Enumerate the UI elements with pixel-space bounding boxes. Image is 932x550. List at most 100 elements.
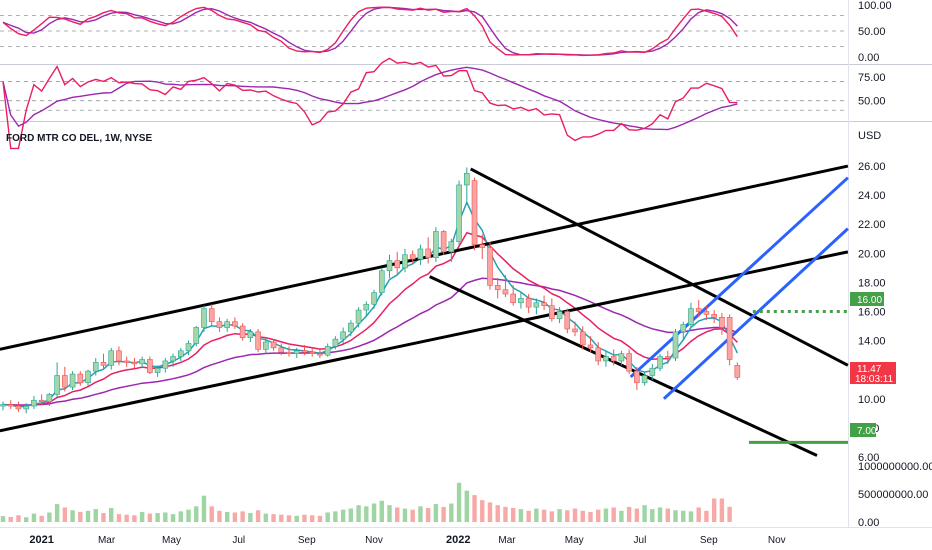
price-tick-label: 18.00 bbox=[858, 277, 886, 289]
candle-body bbox=[471, 180, 478, 245]
candle-body bbox=[131, 362, 138, 365]
candle-body bbox=[525, 298, 532, 308]
time-axis-label: Jul bbox=[634, 535, 647, 546]
candle-body bbox=[263, 341, 269, 350]
candle-body bbox=[688, 308, 694, 325]
volume-bar bbox=[178, 511, 183, 522]
volume-bar bbox=[348, 508, 354, 522]
candle-body bbox=[170, 356, 176, 362]
uptrend-lower-line bbox=[662, 227, 849, 400]
candle-body bbox=[494, 285, 501, 290]
candle-body bbox=[224, 321, 230, 328]
candle-body bbox=[734, 365, 741, 378]
volume-bar bbox=[704, 510, 709, 522]
candle-body bbox=[154, 367, 161, 373]
volume-bar bbox=[240, 511, 245, 522]
volume-bar bbox=[170, 514, 176, 522]
candle-body bbox=[417, 248, 424, 260]
volume-tick-label: 0.00 bbox=[858, 517, 879, 529]
candle-body bbox=[100, 362, 107, 366]
volume-bar bbox=[418, 506, 423, 522]
volume-bar bbox=[673, 510, 678, 522]
stochastic-k-line bbox=[2, 6, 738, 57]
volume-bar bbox=[603, 508, 609, 522]
volume-bar bbox=[518, 509, 524, 522]
candle-body bbox=[69, 373, 76, 388]
candle-body bbox=[332, 338, 339, 347]
volume-bar bbox=[155, 513, 160, 522]
volume-bar bbox=[495, 505, 500, 522]
candle-body bbox=[726, 317, 733, 360]
time-axis-label: May bbox=[162, 535, 181, 546]
volume-bar bbox=[665, 508, 670, 522]
candle-body bbox=[348, 322, 354, 333]
candle-body bbox=[355, 309, 362, 324]
volume-bar bbox=[503, 506, 508, 522]
candle-body bbox=[340, 331, 346, 340]
target-down-badge-text: 7.00 bbox=[857, 426, 877, 437]
candle-body bbox=[216, 321, 223, 328]
volume-bar bbox=[549, 511, 555, 522]
target-up-badge-bg bbox=[850, 292, 884, 306]
candle-body bbox=[54, 375, 60, 395]
candle-body bbox=[541, 302, 547, 306]
candle-body bbox=[371, 292, 377, 305]
indicator-2-pane: 75.00 50.00 bbox=[0, 72, 886, 111]
candle-body bbox=[456, 184, 462, 242]
volume-bar bbox=[565, 510, 570, 522]
downtrend-upper-line bbox=[469, 167, 849, 367]
candle-body bbox=[38, 399, 45, 402]
candle-body bbox=[587, 344, 594, 349]
candle-body bbox=[657, 356, 663, 369]
candle-body bbox=[309, 351, 316, 354]
volume-bar bbox=[557, 509, 562, 522]
volume-bar bbox=[186, 509, 191, 522]
volume-bar bbox=[93, 509, 98, 522]
volume-bar bbox=[472, 495, 477, 522]
volume-bar bbox=[147, 513, 153, 522]
candle-body bbox=[31, 399, 37, 407]
volume-bar bbox=[588, 511, 593, 522]
volume-tick-label: 1000000000.00 bbox=[858, 461, 932, 473]
countdown-text: 18:03:11 bbox=[855, 374, 894, 385]
volume-bar bbox=[224, 511, 230, 522]
last-price-badge: 11.47 18:03:11 bbox=[850, 362, 896, 385]
volume-bar bbox=[217, 510, 222, 522]
candle-body bbox=[201, 308, 207, 328]
volume-bar bbox=[248, 513, 253, 522]
volume-bar bbox=[387, 505, 392, 522]
time-axis-label: Sep bbox=[700, 535, 718, 546]
time-axis-label: Sep bbox=[298, 535, 316, 546]
candle-body bbox=[402, 254, 408, 269]
candle-body bbox=[247, 331, 254, 338]
price-tick-label: 24.00 bbox=[858, 190, 886, 202]
volume-bar bbox=[62, 507, 68, 522]
candle-body bbox=[433, 231, 439, 258]
time-axis-label: Nov bbox=[365, 535, 383, 546]
candle-body bbox=[487, 247, 493, 286]
time-axis-label: Jul bbox=[232, 535, 245, 546]
candle-body bbox=[46, 394, 53, 402]
volume-pane: 1000000000.00 500000000.00 0.00 bbox=[0, 461, 932, 529]
volume-bar bbox=[85, 510, 91, 522]
indicator-1-tick-label: 0.00 bbox=[858, 52, 879, 64]
volume-bar bbox=[364, 506, 369, 522]
volume-bar bbox=[596, 509, 601, 522]
level-lines[interactable] bbox=[748, 310, 848, 444]
candle-body bbox=[62, 375, 68, 388]
candle-body bbox=[549, 305, 555, 320]
target-down-badge: 7.00 bbox=[850, 423, 877, 437]
candle-body bbox=[703, 311, 710, 315]
candle-body bbox=[502, 289, 509, 295]
volume-bar bbox=[271, 514, 276, 522]
candle-body bbox=[301, 350, 308, 353]
candle-body bbox=[108, 350, 115, 366]
stochastic-d-line bbox=[2, 6, 738, 56]
ma-slow-line bbox=[2, 277, 738, 406]
volume-bar bbox=[116, 514, 122, 522]
trendlines[interactable] bbox=[0, 164, 849, 457]
ma-medium-line bbox=[2, 231, 738, 407]
volume-bar bbox=[626, 506, 632, 522]
